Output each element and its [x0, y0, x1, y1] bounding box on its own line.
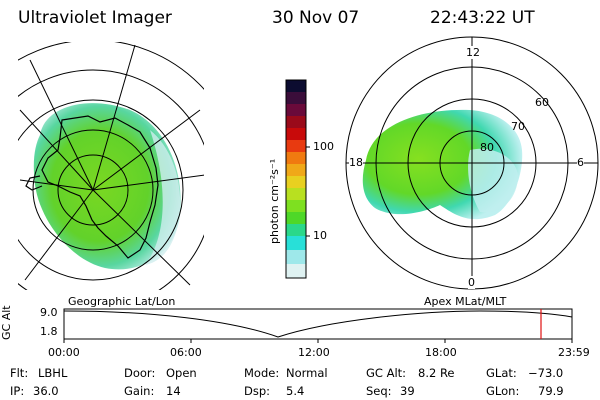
mlat-label-70: 70: [511, 120, 525, 133]
coastline: [41, 115, 159, 259]
latitude-circle: [18, 69, 204, 290]
observation-time: 22:43:22 UT: [430, 8, 535, 28]
timeline-x-tick: 00:00: [48, 346, 80, 359]
meridian-line: [24, 189, 94, 281]
gc-alt-label: GC Alt:: [366, 366, 407, 380]
door-value: Open: [166, 366, 197, 380]
meridian-line: [92, 174, 204, 191]
ip-label: IP:: [10, 384, 25, 398]
timeline-y-tick-9: 9.0: [40, 306, 58, 319]
glon-value: 79.9: [538, 384, 564, 398]
door-label: Door:: [124, 366, 156, 380]
meridian-line: [92, 109, 201, 191]
auroral-edge-right: [468, 148, 518, 213]
colorbar-tick-10: 10: [313, 229, 327, 242]
mlat-label-80: 80: [480, 141, 494, 154]
altitude-curve: [63, 310, 573, 338]
mlat-label-60: 60: [535, 96, 549, 109]
mlt-label-0: 0: [468, 276, 475, 289]
geographic-map: [18, 42, 204, 290]
timeline-x-tick: 12:00: [298, 346, 330, 359]
mode-value: Normal: [286, 366, 328, 380]
meridian-line: [92, 189, 191, 286]
seq-label: Seq:: [366, 384, 392, 398]
colorbar: [285, 79, 310, 279]
mlt-label-12: 12: [466, 46, 480, 59]
dsp-label: Dsp:: [244, 384, 271, 398]
mlat-mlt-dial: [345, 36, 599, 290]
timeline-y-label: GC Alt: [0, 305, 13, 340]
latitude-circle: [18, 99, 184, 281]
glon-label: GLon:: [486, 384, 520, 398]
timeline-x-tick: 23:59: [558, 346, 590, 359]
seq-value: 39: [400, 384, 415, 398]
gain-label: Gain:: [124, 384, 155, 398]
flt-label: Flt:: [10, 366, 29, 380]
auroral-edge-left: [145, 130, 181, 265]
meridian-line: [19, 109, 94, 191]
flt-value: LBHL: [38, 366, 68, 380]
ip-value: 36.0: [33, 384, 59, 398]
altitude-timeline: [63, 308, 573, 343]
meridian-line: [92, 44, 136, 191]
left-panel-label: Geographic Lat/Lon: [68, 295, 176, 308]
glat-label: GLat:: [486, 366, 517, 380]
colorbar-unit-label: photon cm⁻²s⁻¹: [268, 158, 281, 244]
observation-date: 30 Nov 07: [272, 8, 360, 28]
latitude-circle: [57, 154, 129, 226]
gc-alt-value: 8.2 Re: [418, 366, 455, 380]
colorbar-tick-100: 100: [313, 140, 334, 153]
gain-value: 14: [166, 384, 181, 398]
mlt-label-18: 18: [349, 156, 363, 169]
glat-value: −73.0: [528, 366, 564, 380]
timeline-x-tick: 18:00: [425, 346, 457, 359]
coastline: [25, 175, 43, 191]
mode-label: Mode:: [244, 366, 280, 380]
dsp-value: 5.4: [286, 384, 305, 398]
timeline-x-tick: 06:00: [170, 346, 202, 359]
right-panel-label: Apex MLat/MLT: [424, 295, 507, 308]
instrument-title: Ultraviolet Imager: [18, 8, 172, 28]
mlt-label-6: 6: [577, 156, 584, 169]
timeline-y-tick-1-8: 1.8: [40, 325, 58, 338]
